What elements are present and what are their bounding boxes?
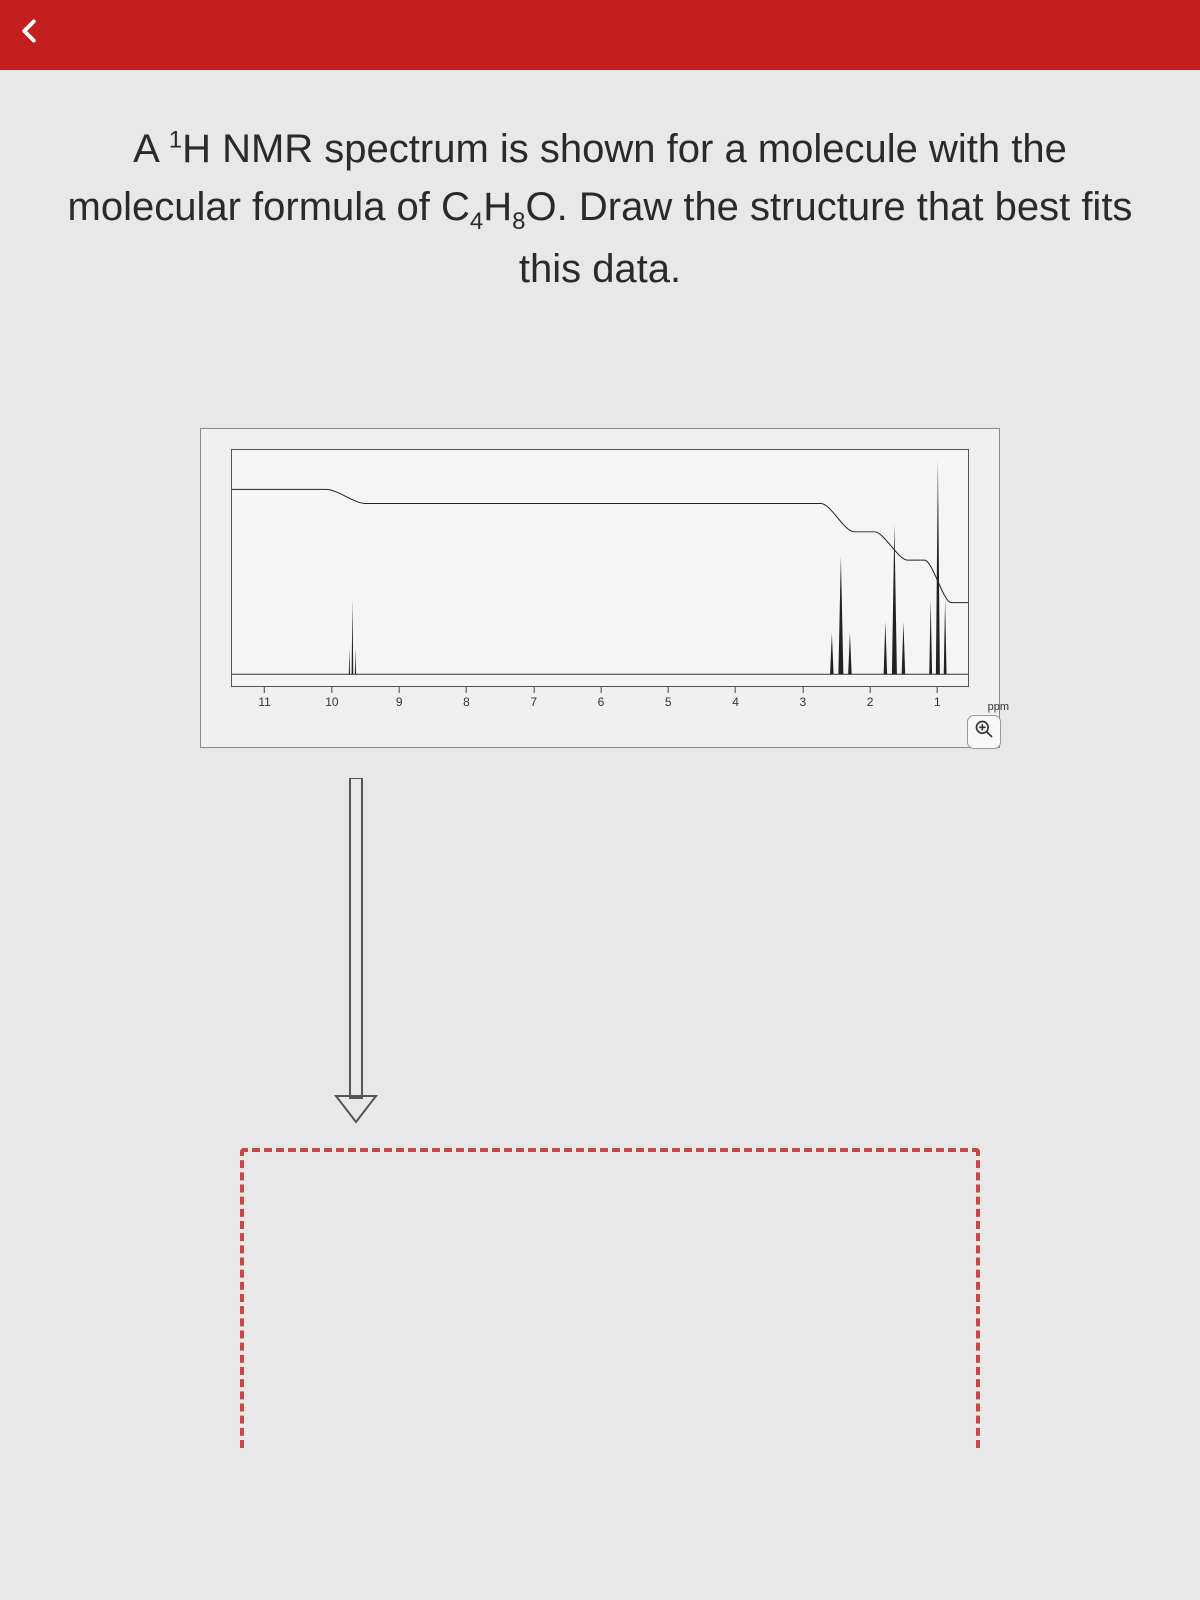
tick-label: 8 <box>463 695 470 709</box>
tick-label: 2 <box>867 695 874 709</box>
axis-tick: 4 <box>732 687 739 709</box>
arrow-svg <box>330 778 380 1138</box>
back-arrow-icon[interactable] <box>10 12 48 55</box>
axis-tick: 9 <box>396 687 403 709</box>
axis-tick: 5 <box>665 687 672 709</box>
tick-label: 9 <box>396 695 403 709</box>
tick-label: 5 <box>665 695 672 709</box>
axis-tick: 3 <box>799 687 806 709</box>
q-sub1: 4 <box>470 208 483 235</box>
tick-label: 3 <box>799 695 806 709</box>
tick-label: 11 <box>258 695 270 709</box>
axis-tick: 11 <box>258 687 270 709</box>
axis-tick: 8 <box>463 687 470 709</box>
content-area: A 1H NMR spectrum is shown for a molecul… <box>0 70 1200 748</box>
axis-tick: 6 <box>598 687 605 709</box>
structure-drop-zone[interactable] <box>240 1148 980 1448</box>
axis-unit-label: ppm <box>988 701 1009 713</box>
axis-tick: 7 <box>530 687 537 709</box>
magnifier-plus-icon <box>974 719 994 744</box>
question-text: A 1H NMR spectrum is shown for a molecul… <box>60 120 1140 298</box>
nmr-svg <box>232 450 968 686</box>
arrow-down-icon <box>330 778 380 1143</box>
tick-label: 6 <box>598 695 605 709</box>
q-sub2: 8 <box>512 208 525 235</box>
axis-tick: 2 <box>867 687 874 709</box>
tick-label: 7 <box>530 695 537 709</box>
q-mid3: O. Draw the structure that best fits thi… <box>519 185 1133 291</box>
tick-label: 10 <box>325 695 338 709</box>
nmr-spectrum-panel: 1110987654321 ppm <box>200 428 1000 748</box>
q-mid2: H <box>483 185 512 229</box>
figure-wrap: 1110987654321 ppm <box>200 428 1000 748</box>
tick-label: 1 <box>934 695 941 709</box>
tick-label: 4 <box>732 695 739 709</box>
q-sup: 1 <box>169 127 182 154</box>
nmr-plot-area <box>231 449 969 687</box>
axis-tick: 10 <box>325 687 338 709</box>
top-bar <box>0 0 1200 70</box>
nmr-x-axis: 11 10 9 8 7 6 5 4 3 2 1 <box>231 687 969 717</box>
q-pre: A <box>133 127 169 171</box>
zoom-button[interactable] <box>967 715 1001 749</box>
axis-tick: 1 <box>934 687 941 709</box>
